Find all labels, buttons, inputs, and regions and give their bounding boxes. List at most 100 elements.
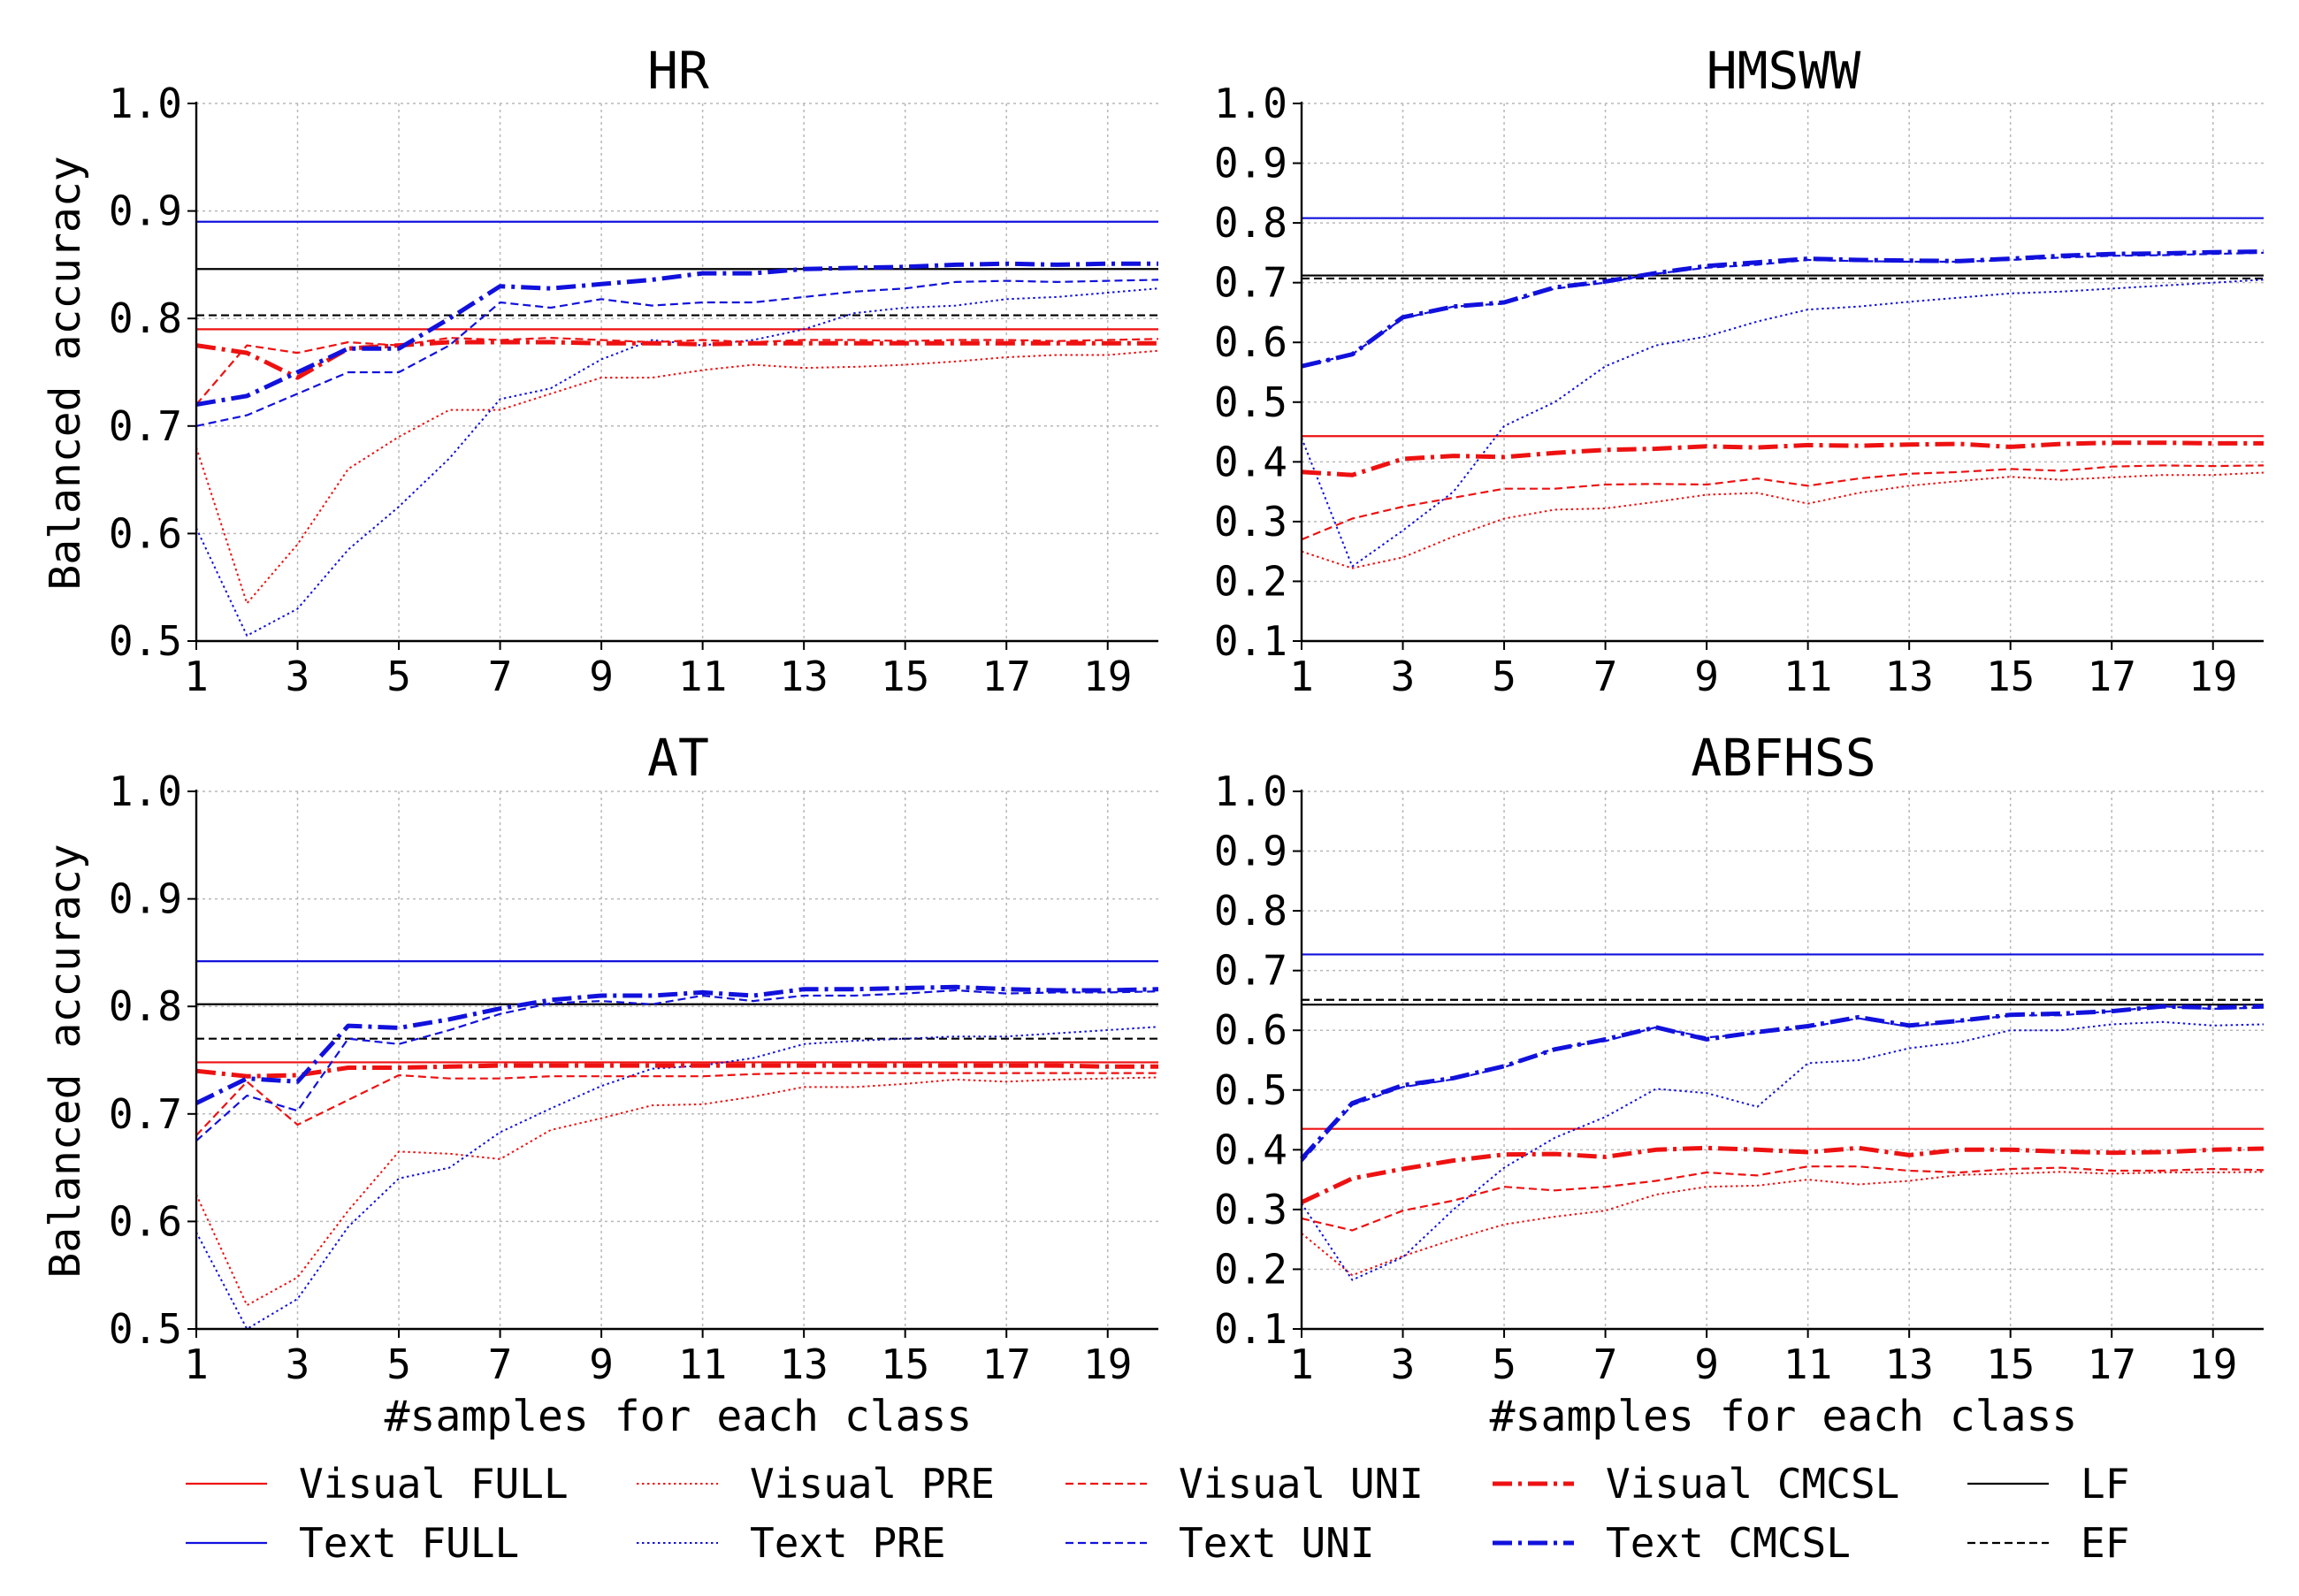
- panel-at: AT Balanced accuracy #samples for each c…: [41, 728, 1159, 1441]
- x-tick-label: 5: [386, 653, 411, 700]
- x-tick-label: 7: [488, 653, 513, 700]
- series-visual-cmcsl: [1301, 440, 2264, 477]
- y-tick-label: 0.6: [109, 1197, 182, 1245]
- y-tick-label: 1.0: [109, 80, 182, 127]
- x-tick-label: 15: [1986, 1340, 2035, 1388]
- legend-label: LF: [2081, 1460, 2129, 1508]
- x-tick-label: 11: [1783, 653, 1832, 700]
- x-tick-label: 9: [589, 653, 614, 700]
- panel-hmsww: HMSWW 1 3 5 7 9 11 13 15 17 190.10.20.30.40.50.60…: [1214, 41, 2265, 700]
- x-tick-label: 3: [1391, 1340, 1416, 1388]
- y-tick-label: 1.0: [1214, 767, 1287, 815]
- series-visual-pre: [195, 349, 1159, 605]
- y-tick-label: 0.2: [1214, 1245, 1287, 1293]
- x-tick-label: 13: [779, 1340, 828, 1388]
- legend-label: Visual CMCSL: [1606, 1460, 1899, 1508]
- y-tick-label: 0.3: [1214, 1186, 1287, 1233]
- x-tick-label: 9: [1694, 1340, 1719, 1388]
- x-tick-label: 3: [286, 1340, 310, 1388]
- series-text-cmcsl: [195, 261, 1158, 407]
- y-tick-label: 0.9: [109, 187, 182, 235]
- x-tick-label: 1: [1289, 1340, 1314, 1388]
- x-tick-label: 19: [2188, 1340, 2237, 1388]
- y-tick-label: 0.6: [1214, 1006, 1287, 1054]
- legend-label: Visual FULL: [299, 1460, 569, 1508]
- x-tick-label: 7: [488, 1340, 513, 1388]
- x-tick-label: 9: [1694, 653, 1719, 700]
- y-tick-label: 0.9: [1214, 828, 1287, 875]
- panel-hr: HR Balanced accuracy 1 3 5 7 9 11 13 15 17 190.50…: [41, 41, 1159, 700]
- x-tick-label: 19: [1083, 653, 1132, 700]
- y-tick-label: 0.8: [1214, 199, 1287, 247]
- x-tick-label: 9: [589, 1340, 614, 1388]
- legend: Visual FULL Visual PRE Visual UNI Visual CM…: [186, 1460, 2129, 1567]
- y-tick-label: 0.4: [1214, 438, 1287, 485]
- y-tick-label: 0.8: [109, 982, 182, 1030]
- x-tick-label: 19: [1083, 1340, 1132, 1388]
- y-tick-label: 0.7: [1214, 259, 1287, 307]
- y-tick-label: 0.5: [1214, 378, 1287, 426]
- y-tick-label: 0.9: [109, 875, 182, 923]
- x-tick-label: 1: [184, 653, 209, 700]
- legend-label: EF: [2081, 1519, 2129, 1567]
- x-tick-label: 11: [1783, 1340, 1832, 1388]
- x-tick-label: 7: [1593, 653, 1618, 700]
- legend-label: Visual UNI: [1179, 1460, 1424, 1508]
- series-text-cmcsl: [1300, 1004, 2265, 1161]
- y-tick-label: 0.7: [109, 1090, 182, 1138]
- series-visual-uni: [1301, 1165, 2265, 1232]
- panel-title: HR: [647, 41, 709, 101]
- x-tick-label: 5: [1492, 1340, 1516, 1388]
- x-tick-label: 17: [2088, 653, 2136, 700]
- legend-label: Visual PRE: [750, 1460, 995, 1508]
- y-axis-label: Balanced accuracy: [41, 156, 90, 590]
- y-tick-label: 0.5: [109, 617, 182, 665]
- y-tick-label: 0.1: [1214, 617, 1287, 665]
- y-tick-label: 1.0: [1214, 80, 1287, 127]
- x-tick-label: 17: [982, 1340, 1031, 1388]
- legend-label: Text PRE: [750, 1519, 946, 1567]
- x-tick-label: 13: [779, 653, 828, 700]
- series-text-cmcsl: [195, 984, 1159, 1105]
- y-tick-label: 0.9: [1214, 140, 1287, 187]
- y-tick-label: 0.2: [1214, 557, 1287, 605]
- series-visual-cmcsl: [195, 340, 1158, 380]
- series-visual-uni: [195, 337, 1159, 406]
- panel-abfhss: ABFHSS #samples for each class 1 3 5 7 9 11 13…: [1214, 728, 2265, 1441]
- y-tick-label: 0.5: [109, 1305, 182, 1353]
- x-tick-label: 1: [1289, 653, 1314, 700]
- y-tick-label: 0.5: [1214, 1066, 1287, 1114]
- x-axis-label: #samples for each class: [385, 1392, 973, 1441]
- x-tick-label: 5: [386, 1340, 411, 1388]
- x-tick-label: 7: [1593, 1340, 1618, 1388]
- x-tick-label: 13: [1884, 1340, 1933, 1388]
- series-text-pre: [1301, 279, 2265, 568]
- series-text-uni: [195, 989, 1159, 1142]
- x-tick-label: 17: [2088, 1340, 2136, 1388]
- x-tick-label: 15: [881, 653, 929, 700]
- y-tick-label: 0.4: [1214, 1126, 1287, 1173]
- series-visual-pre: [1301, 471, 2265, 569]
- panel-title: ABFHSS: [1691, 728, 1876, 788]
- x-tick-label: 19: [2188, 653, 2237, 700]
- series-visual-pre: [195, 1076, 1159, 1307]
- series-text-uni: [195, 279, 1159, 427]
- panel-title: HMSWW: [1707, 41, 1861, 101]
- series-visual-cmcsl: [195, 1063, 1158, 1079]
- y-tick-label: 0.8: [1214, 887, 1287, 935]
- x-tick-label: 11: [678, 1340, 727, 1388]
- x-tick-label: 5: [1492, 653, 1516, 700]
- series-text-pre: [1301, 1020, 2265, 1281]
- y-tick-label: 0.6: [1214, 318, 1287, 366]
- x-tick-label: 3: [286, 653, 310, 700]
- y-tick-label: 0.7: [109, 402, 182, 450]
- x-axis-label: #samples for each class: [1490, 1392, 2078, 1441]
- y-tick-label: 0.8: [109, 294, 182, 342]
- series-visual-uni: [195, 1072, 1158, 1136]
- x-tick-label: 1: [184, 1340, 209, 1388]
- legend-label: Text UNI: [1179, 1519, 1375, 1567]
- y-tick-label: 0.7: [1214, 947, 1287, 995]
- x-tick-label: 15: [881, 1340, 929, 1388]
